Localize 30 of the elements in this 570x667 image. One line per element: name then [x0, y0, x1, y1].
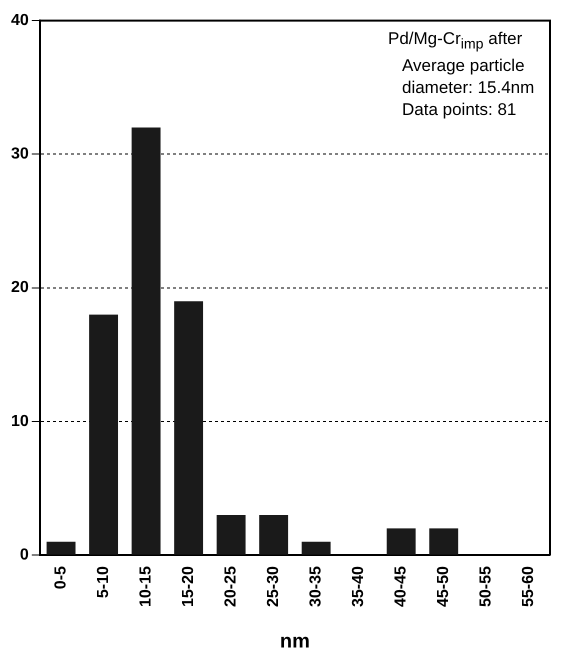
annotation: Average particle diameter: 15.4nm [401, 55, 536, 100]
x-tick-label: 10-15 [137, 566, 154, 607]
x-tick-label: 20-25 [222, 566, 240, 607]
x-tick-label: 55-60 [520, 566, 538, 607]
x-tick-label: 50-55 [478, 566, 495, 607]
x-tick-label: 35-40 [350, 566, 368, 607]
annotation: Pd/Mg-Cr$_{imp}$ after [388, 28, 524, 54]
y-tick-label: 40 [11, 12, 29, 30]
bar [132, 127, 161, 555]
bar [302, 542, 331, 555]
x-tick-label: 0-5 [52, 566, 70, 590]
bar [216, 514, 246, 555]
y-tick-label: 30 [11, 146, 29, 163]
bar [386, 528, 416, 555]
y-tick-label: 20 [11, 279, 29, 296]
x-tick-label: 15-20 [180, 566, 198, 607]
bar [259, 514, 288, 555]
bar [89, 314, 118, 555]
y-tick-label: 10 [11, 412, 29, 430]
annotation: Data points: 81 [401, 99, 518, 122]
x-tick-label: 45-50 [435, 566, 452, 607]
bar [429, 528, 458, 555]
y-tick-label: 0 [20, 546, 29, 564]
x-axis-title: nm [280, 630, 310, 653]
x-tick-label: 30-35 [308, 566, 325, 607]
x-tick-label: 25-30 [265, 566, 282, 607]
x-tick-label: 40-45 [392, 566, 410, 607]
bar [174, 301, 204, 555]
bar [46, 542, 76, 555]
x-tick-label: 5-10 [94, 566, 112, 598]
